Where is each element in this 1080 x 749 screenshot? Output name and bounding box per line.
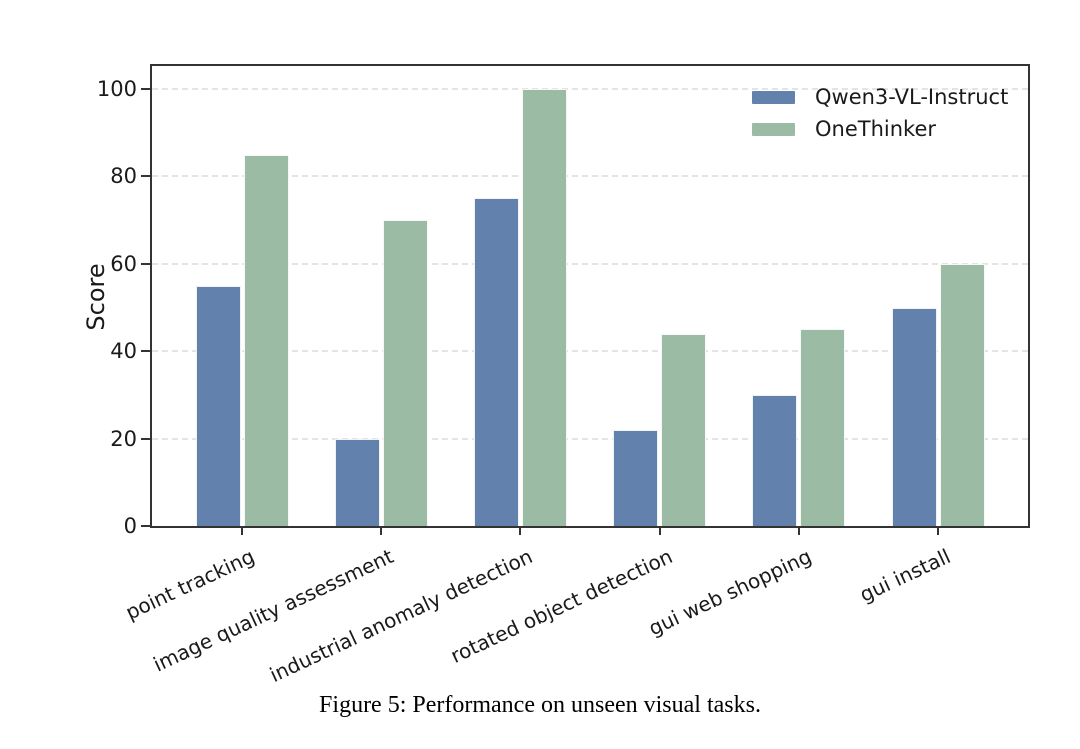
bar-series2 (800, 329, 846, 526)
x-tick-mark (241, 528, 243, 535)
bar-series1 (613, 429, 659, 526)
bar-series2 (939, 263, 985, 526)
bar-series1 (891, 307, 937, 526)
y-tick-label: 100 (96, 77, 137, 101)
bar-series1 (752, 394, 798, 526)
legend-label: OneThinker (815, 117, 937, 141)
x-tick-mark (380, 528, 383, 535)
bar-series1 (334, 438, 380, 526)
x-tick-mark (519, 528, 522, 535)
y-tick-mark (141, 175, 150, 178)
gridline (152, 350, 1028, 353)
y-tick-label: 0 (123, 514, 137, 538)
legend-swatch (752, 91, 795, 104)
bar-series1 (473, 198, 519, 526)
y-tick-label: 20 (110, 426, 137, 451)
y-tick-mark (141, 262, 150, 265)
legend-label: Qwen3-VL-Instruct (815, 85, 1009, 109)
x-tick-mark (797, 528, 800, 535)
y-tick-label: 60 (110, 251, 137, 276)
x-tick-mark (658, 528, 661, 535)
gridline (152, 175, 1028, 178)
y-tick-mark (141, 525, 150, 527)
bar-series2 (521, 89, 567, 526)
gridline (152, 437, 1028, 440)
gridline (152, 262, 1028, 265)
bar-series2 (243, 154, 289, 526)
y-tick-mark (141, 88, 150, 90)
legend-row: Qwen3-VL-Instruct (752, 86, 1008, 109)
legend-swatch (752, 123, 795, 136)
bar-series2 (382, 220, 428, 526)
y-tick-label: 40 (110, 339, 137, 364)
gridline (152, 88, 1028, 90)
x-tick-mark (937, 528, 939, 535)
y-axis-title: Score (82, 263, 110, 331)
figure-caption: Figure 5: Performance on unseen visual t… (319, 692, 761, 718)
bar-series1 (195, 285, 241, 526)
plot-area: Qwen3-VL-Instruct OneThinker (150, 64, 1030, 528)
legend-row: OneThinker (752, 118, 1008, 141)
y-tick-label: 80 (110, 164, 137, 189)
legend: Qwen3-VL-Instruct OneThinker (752, 86, 1008, 141)
bar-series2 (661, 333, 707, 526)
y-tick-mark (141, 350, 150, 353)
y-tick-mark (141, 437, 150, 440)
